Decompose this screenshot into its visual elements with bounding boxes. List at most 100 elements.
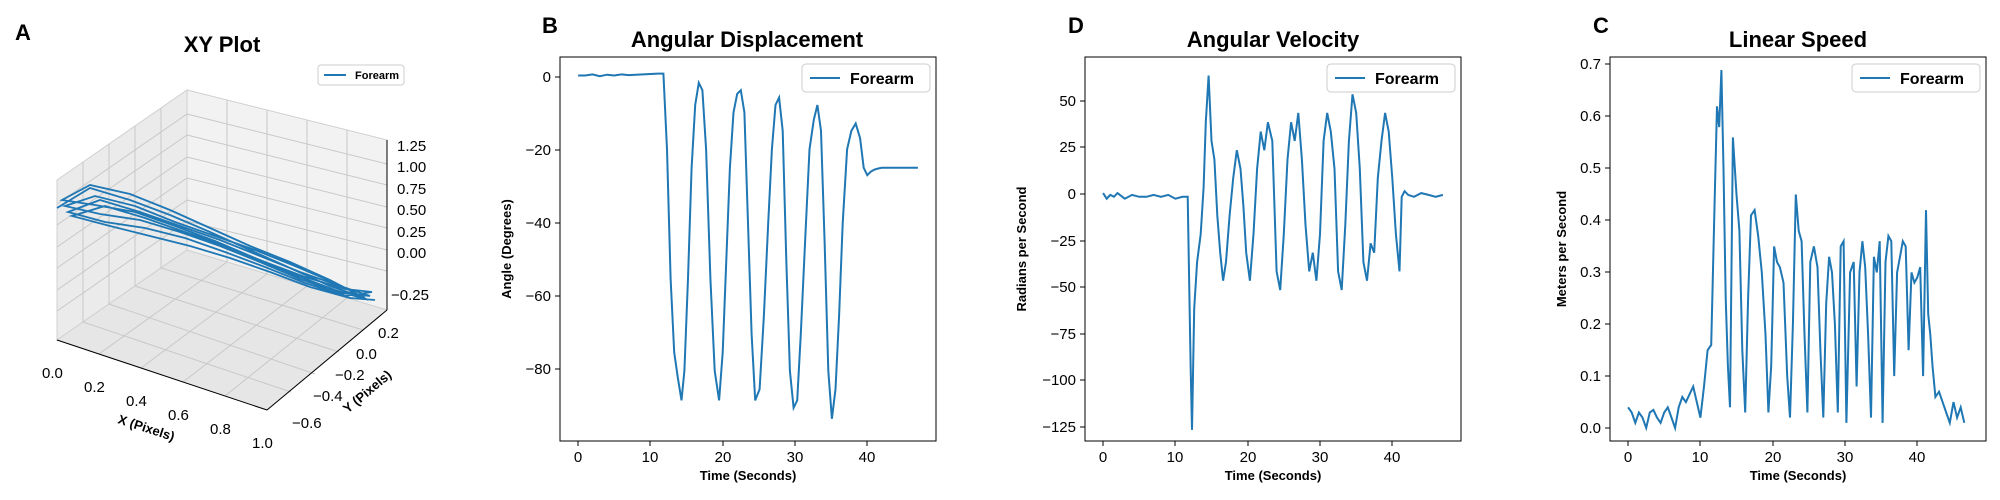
- x-tick-b: 20: [715, 441, 732, 466]
- y-ticks-d: 50 25 0 −25 −50 −75 −100 −125: [1042, 93, 1085, 436]
- x-tick-c: 10: [1692, 441, 1709, 466]
- x-tick-3d: 0.8: [210, 421, 231, 438]
- y-tick-d: 50: [1059, 93, 1085, 110]
- y-tick-3d: 0.2: [378, 325, 399, 342]
- y-tick-label-c: 0.1: [1580, 368, 1601, 385]
- x-axis-label-c: Time (Seconds): [1750, 468, 1847, 483]
- y-tick-d: 25: [1059, 139, 1085, 156]
- y-tick-label-c: 0.7: [1580, 56, 1601, 73]
- y-tick-b: −20: [526, 142, 560, 159]
- y-tick-c: 0.4: [1580, 212, 1610, 229]
- y-tick-b: −40: [526, 215, 560, 232]
- y-tick-label-c: 0.3: [1580, 264, 1601, 281]
- z-tick-3d: 0.00: [397, 245, 426, 262]
- x-tick-d: 10: [1167, 441, 1184, 466]
- legend-a-label: Forearm: [355, 70, 399, 82]
- panel-letter-b: B: [542, 13, 558, 38]
- legend-b-label: Forearm: [850, 71, 914, 88]
- x-tick-3d: 1.0: [252, 435, 273, 452]
- legend-d-box: [1326, 63, 1456, 93]
- x-tick-label-d: 40: [1384, 449, 1401, 466]
- y-tick-label-d: −75: [1051, 326, 1076, 343]
- x-tick-label-b: 20: [715, 449, 732, 466]
- forearm-trajectory-3d: [56, 184, 376, 301]
- y-tick-c: 0.3: [1580, 264, 1610, 281]
- x-axis-line-3d: [56, 339, 268, 411]
- x-tick-label-d: 10: [1167, 449, 1184, 466]
- y-tick-label-d: −50: [1051, 279, 1076, 296]
- plot-area-c: [1609, 56, 1987, 442]
- x-ticks-3d: 0.0 0.2 0.4 0.6 0.8 1.0: [42, 365, 273, 452]
- y-tick-label-d: 50: [1059, 93, 1076, 110]
- x-tick-c: 30: [1837, 441, 1854, 466]
- legend-d-label: Forearm: [1375, 71, 1439, 88]
- panel-b-title: Angular Displacement: [631, 27, 864, 52]
- y-tick-c: 0.2: [1580, 316, 1610, 333]
- panel-a-title: XY Plot: [184, 32, 261, 57]
- y-tick-c: 0.1: [1580, 368, 1610, 385]
- z-ticks-3d: 1.25 1.00 0.75 0.50 0.25 0.00 −0.25: [391, 138, 429, 304]
- x-ticks-d: 0 10 20 30 40: [1099, 441, 1401, 466]
- y-tick-c: 0.6: [1580, 108, 1610, 125]
- y-tick-label-d: −25: [1051, 233, 1076, 250]
- x-tick-label-d: 20: [1240, 449, 1257, 466]
- x-tick-c: 40: [1909, 441, 1926, 466]
- y-tick-label-b: −60: [526, 288, 551, 305]
- y-tick-label-c: 0.4: [1580, 212, 1601, 229]
- y-tick-c: 0.0: [1580, 420, 1610, 437]
- y-tick-label-c: 0.6: [1580, 108, 1601, 125]
- panel-letter-c: C: [1593, 13, 1609, 38]
- x-tick-d: 0: [1099, 441, 1107, 466]
- y-tick-label-c: 0.0: [1580, 420, 1601, 437]
- legend-c-box: [1851, 63, 1981, 93]
- legend-d: Forearm: [1326, 63, 1456, 93]
- y-tick-label-d: 25: [1059, 139, 1076, 156]
- x-tick-label-c: 40: [1909, 449, 1926, 466]
- y-axis-line-3d: [266, 309, 388, 411]
- panel-c-title: Linear Speed: [1729, 27, 1867, 52]
- x-tick-label-b: 0: [574, 449, 582, 466]
- x-tick-b: 40: [859, 441, 876, 466]
- x-tick-3d: 0.6: [168, 407, 189, 424]
- y-tick-d: −25: [1051, 233, 1085, 250]
- y-axis-label-c: Meters per Second: [1554, 191, 1569, 307]
- legend-c: Forearm: [1851, 63, 1981, 93]
- y-ticks-3d: 0.2 0.0 −0.2 −0.4 −0.6: [292, 325, 399, 432]
- y-tick-label-b: −40: [526, 215, 551, 232]
- legend-a-box: [317, 64, 405, 86]
- y-tick-label-c: 0.5: [1580, 160, 1601, 177]
- y-tick-b: −60: [526, 288, 560, 305]
- x-tick-label-b: 40: [859, 449, 876, 466]
- z-tick-3d: 1.00: [397, 159, 426, 176]
- series-line-b: [578, 72, 918, 419]
- x-tick-3d: 0.2: [84, 379, 105, 396]
- y-tick-d: −50: [1051, 279, 1085, 296]
- y-ticks-c: 0.0 0.1 0.2 0.3 0.4 0.5 0.6 0.7: [1580, 56, 1610, 437]
- x-tick-b: 10: [642, 441, 658, 466]
- y-tick-3d: −0.6: [292, 415, 322, 432]
- x-tick-label-c: 30: [1837, 449, 1854, 466]
- x-tick-b: 0: [574, 441, 582, 466]
- x-axis-label-d: Time (Seconds): [1225, 468, 1322, 483]
- y-tick-3d: −0.2: [335, 367, 365, 384]
- legend-a: Forearm: [317, 64, 405, 86]
- y-tick-label-b: 0: [543, 69, 551, 86]
- plot-area-d: [1084, 56, 1462, 442]
- legend-b: Forearm: [801, 63, 931, 93]
- y-tick-label-d: −125: [1042, 419, 1076, 436]
- x-tick-label-c: 10: [1692, 449, 1709, 466]
- y-tick-d: 0: [1068, 186, 1085, 203]
- panel-d-title: Angular Velocity: [1187, 27, 1360, 52]
- z-tick-3d: 0.75: [397, 181, 426, 198]
- y-tick-c: 0.5: [1580, 160, 1610, 177]
- y-tick-label-b: −20: [526, 142, 551, 159]
- z-tick-3d: −0.25: [391, 287, 429, 304]
- series-line-d: [1102, 75, 1444, 430]
- y-tick-b: −80: [526, 361, 560, 378]
- x-tick-3d: 0.0: [42, 365, 63, 382]
- x-tick-label-c: 0: [1624, 449, 1632, 466]
- y-tick-label-b: −80: [526, 361, 551, 378]
- panel-letter-d: D: [1068, 13, 1084, 38]
- x-tick-label-c: 20: [1765, 449, 1782, 466]
- x-tick-c: 0: [1624, 441, 1632, 466]
